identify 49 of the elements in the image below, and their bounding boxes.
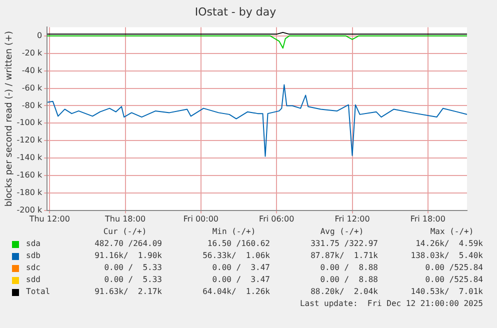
text: 87.87k/ 1.71k <box>310 251 378 261</box>
text: 88.20k/ 2.04k <box>310 287 378 297</box>
y-axis-title: blocks per second read (-) / written (+) <box>4 30 15 207</box>
text: Avg (-/+) <box>319 227 365 237</box>
text: 56.33k/ 1.06k <box>202 251 270 261</box>
legend-label: sdd <box>26 275 40 285</box>
y-tick-label: -120 k <box>16 136 42 145</box>
text: Cur (-/+) <box>102 227 148 237</box>
legend-label: sda <box>26 239 40 249</box>
text: 0.00 / 5.33 <box>104 263 162 273</box>
y-tick-label: -80 k <box>22 100 42 110</box>
x-tick-label: Fri 00:00 <box>183 214 219 224</box>
legend-label: sdc <box>26 263 40 273</box>
y-tick-label: -60 k <box>22 83 42 92</box>
text: 482.70 /264.09 <box>94 239 162 249</box>
text: 16.50 /160.62 <box>207 239 270 249</box>
text: 0.00 /525.84 <box>425 275 483 285</box>
y-tick-label: -160 k <box>16 170 42 180</box>
y-tick-label: 0 <box>37 31 42 40</box>
text: 0.00 / 3.47 <box>212 275 270 285</box>
x-tick-label: Fri 06:00 <box>259 214 294 224</box>
y-tick-label: -140 k <box>16 153 42 162</box>
chart-title: IOstat - by day <box>194 5 277 18</box>
text: Last update: Fri Dec 12 21:00:00 2025 <box>300 299 483 309</box>
x-tick-label: Thu 18:00 <box>104 214 146 224</box>
x-tick-label: Fri 12:00 <box>334 214 370 224</box>
text: 0.00 / 5.33 <box>104 275 162 285</box>
legend-label: sdb <box>26 251 40 261</box>
text: 91.63k/ 2.17k <box>94 287 162 297</box>
text: 0.00 / 8.88 <box>320 275 378 285</box>
text: 14.26k/ 4.59k <box>416 239 483 249</box>
text: Max (-/+) <box>429 227 475 237</box>
x-tick-label: Thu 12:00 <box>28 214 70 224</box>
text: 138.03k/ 5.40k <box>410 251 483 261</box>
y-tick-label: -100 k <box>16 118 42 128</box>
x-tick-label: Fri 18:00 <box>410 214 446 224</box>
text: 0.00 /525.84 <box>425 263 483 273</box>
text: Min (-/+) <box>211 227 257 237</box>
legend-label: Total <box>26 287 50 297</box>
text: 331.75 /322.97 <box>310 239 378 249</box>
text: 140.53k/ 7.01k <box>410 287 483 297</box>
y-tick-label: -180 k <box>16 188 42 198</box>
y-tick-label: -20 k <box>22 48 42 58</box>
text: 0.00 / 8.88 <box>320 263 378 273</box>
text: 64.04k/ 1.26k <box>202 287 270 297</box>
text: 0.00 / 3.47 <box>212 263 270 273</box>
y-tick-label: -40 k <box>22 66 42 75</box>
y-tick-label: -200 k <box>16 205 42 214</box>
text: 91.16k/ 1.90k <box>94 251 162 261</box>
